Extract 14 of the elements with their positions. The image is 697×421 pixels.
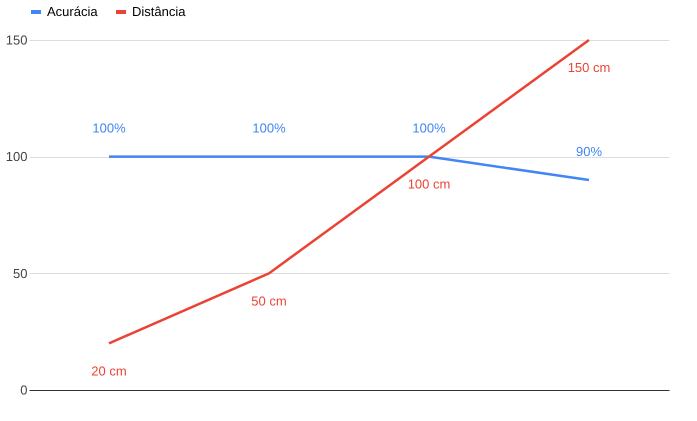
data-label: 100 cm (408, 176, 450, 192)
y-tick-label: 100 (6, 149, 28, 164)
data-label: 100% (252, 120, 286, 136)
legend-label: Acurácia (47, 4, 98, 19)
data-label: 50 cm (251, 293, 287, 308)
legend-label: Distância (132, 4, 186, 19)
y-tick-label: 0 (20, 382, 28, 398)
data-label: 100% (412, 120, 446, 136)
data-label: 150 cm (568, 60, 610, 75)
data-label: 90% (576, 144, 602, 159)
y-tick-label: 50 (13, 266, 28, 281)
data-label: 100% (92, 120, 126, 136)
y-tick-label: 150 (6, 32, 28, 48)
data-label: 20 cm (91, 363, 127, 378)
